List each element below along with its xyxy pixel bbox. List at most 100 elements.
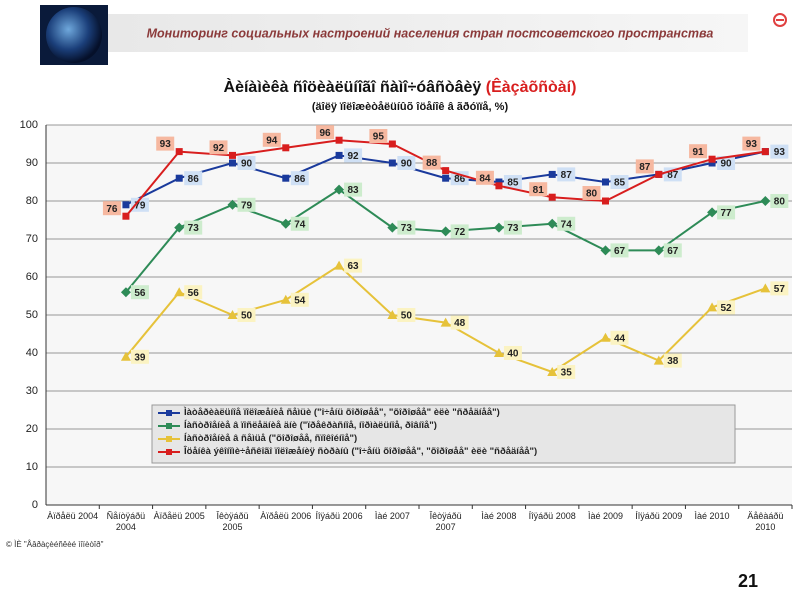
data-label-box [503,346,522,360]
data-point [442,167,450,175]
data-label-box [475,170,494,185]
data-label: 57 [774,284,786,295]
x-tick-label: Ñåíòÿáðü 2004 [106,511,146,532]
x-tick-label: Àïðåëü 2005 [153,511,205,521]
globe-icon [46,7,102,63]
data-point [280,218,291,229]
source-note: © ÌÈ "Åâðàçèéñêèé ìîíèòîð" [6,540,104,549]
data-label: 79 [134,200,146,211]
data-label-box [130,349,149,364]
data-point [335,151,343,159]
data-label: 54 [294,295,306,306]
data-label-box [290,292,309,307]
data-label-box [130,285,149,300]
y-tick-label: 20 [26,423,38,435]
data-point [387,222,398,233]
data-point [335,136,343,144]
header-band [108,14,748,52]
data-label-box [316,125,335,140]
x-tick-label: Íîÿáðü 2009 [635,511,683,521]
data-label: 67 [667,246,679,257]
data-point [707,302,718,312]
data-label: 50 [401,311,413,322]
data-label: 96 [320,128,332,139]
chart-title-main: Àèíàìèêà ñîöèàëüíîãî ñàìî÷óâñòâèÿ [224,77,482,96]
data-label-box [422,155,441,170]
data-label: 39 [134,352,146,363]
data-label-box [130,197,149,212]
data-label: 81 [533,185,545,196]
data-label: 63 [348,261,360,272]
data-label: 92 [213,143,225,154]
data-point [122,212,130,220]
data-label: 87 [667,170,679,181]
data-label: 73 [507,223,519,234]
data-label-box [503,175,522,189]
data-point [548,193,556,201]
x-tick-label: Îêòÿáðü 2005 [216,511,249,532]
data-label: 80 [586,189,598,200]
y-tick-label: 30 [26,385,38,397]
data-label: 35 [561,368,573,379]
y-tick-label: 80 [26,195,38,207]
data-label-box [397,156,416,170]
data-label: 93 [774,147,786,158]
data-label: 52 [721,303,733,314]
y-tick-label: 0 [32,499,38,511]
data-point [547,218,558,229]
data-label: 56 [188,288,200,299]
data-label-box [290,216,309,231]
y-tick-label: 40 [26,347,38,359]
data-label-box [369,129,388,143]
y-tick-label: 50 [26,309,38,321]
data-point [708,155,716,163]
data-point [174,222,185,233]
data-label-box [450,224,469,239]
y-tick-label: 70 [26,233,38,245]
y-tick-label: 60 [26,271,38,283]
data-point [174,287,185,297]
data-point [388,140,396,148]
page-number: 21 [738,571,758,591]
data-label-box [237,308,256,322]
legend-swatch [166,436,172,442]
data-point [229,159,236,167]
data-point [548,170,556,178]
data-label: 56 [134,288,146,299]
data-label-box [610,330,629,345]
data-point [708,159,716,167]
data-label-box [582,186,601,200]
x-tick-label: Ìàé 2007 [374,511,410,521]
data-point [760,196,771,206]
data-point [495,178,503,186]
data-label: 40 [507,349,519,360]
close-icon[interactable] [773,13,787,27]
data-point [175,148,183,156]
data-label: 85 [507,178,519,189]
chart-title: Àèíàìèêà ñîöèàëüíîãî ñàìî÷óâñòâèÿ (Êàçàõ… [224,77,577,96]
data-point [600,332,611,342]
data-point [653,245,664,256]
data-label-box [290,171,309,186]
data-label: 83 [348,185,360,196]
data-label: 84 [479,173,491,184]
data-label: 79 [241,200,253,211]
data-point [655,170,663,178]
data-label: 90 [241,159,253,170]
data-label: 86 [188,174,200,185]
data-label: 92 [348,151,360,162]
data-point [442,174,450,182]
data-label-box [184,220,203,235]
data-label: 73 [401,223,413,234]
data-point [760,283,771,293]
legend-label: Ìàòåðèàëüíîå ïîëîæåíèå ñåìüè ("î÷åíü õîð… [184,407,500,418]
y-tick-label: 100 [20,119,38,131]
chart-title-country: (Êàçàõñòàí) [486,77,577,96]
header-title: Мониторинг социальных настроений населен… [147,26,714,40]
x-tick-label: Äåêàáðü 2010 [747,511,784,532]
data-label-box [344,258,363,273]
data-label: 73 [188,223,200,234]
data-point [280,294,291,304]
